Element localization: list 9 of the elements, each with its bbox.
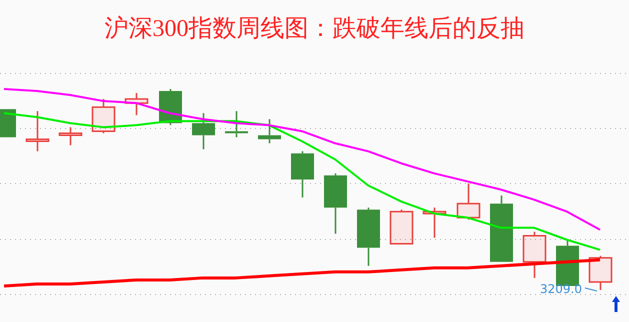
candlestick <box>324 172 347 234</box>
candlestick <box>357 206 380 267</box>
candlestick <box>490 194 513 262</box>
candlestick <box>225 110 248 138</box>
candlestick <box>192 112 215 150</box>
candlestick <box>258 118 281 144</box>
candlestick <box>291 150 314 198</box>
annotation: 3209.0 <box>540 282 582 296</box>
chart-title: 沪深300指数周线图：跌破年线后的反抽 <box>104 14 526 44</box>
